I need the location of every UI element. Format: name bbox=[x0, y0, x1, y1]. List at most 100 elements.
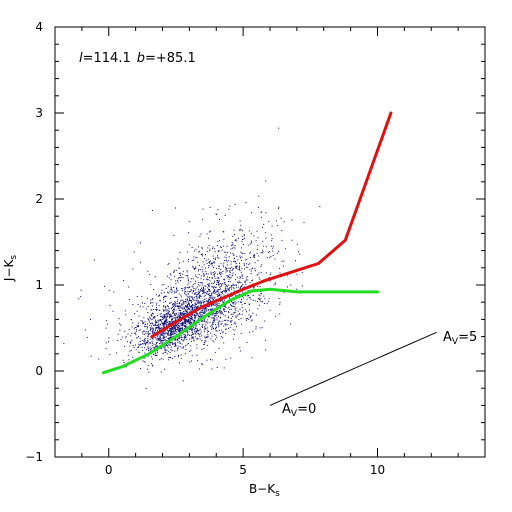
data-point bbox=[150, 327, 152, 329]
data-point bbox=[175, 302, 176, 304]
data-point bbox=[175, 280, 177, 282]
data-point bbox=[188, 331, 190, 333]
data-point bbox=[199, 302, 201, 304]
data-point bbox=[177, 327, 179, 329]
data-point bbox=[214, 292, 216, 294]
data-point bbox=[198, 294, 200, 296]
data-point bbox=[169, 334, 171, 336]
data-point bbox=[198, 316, 200, 317]
data-point bbox=[194, 324, 196, 326]
data-point bbox=[250, 233, 252, 235]
data-point bbox=[270, 255, 272, 257]
data-point bbox=[152, 365, 154, 367]
data-point bbox=[182, 314, 184, 316]
data-point bbox=[170, 289, 172, 291]
data-point bbox=[186, 307, 188, 309]
data-point bbox=[191, 302, 192, 304]
data-point bbox=[296, 243, 298, 245]
data-point bbox=[187, 251, 189, 253]
data-point bbox=[177, 338, 179, 340]
data-point bbox=[208, 305, 210, 307]
data-point bbox=[182, 288, 184, 290]
data-point bbox=[161, 320, 163, 322]
data-point bbox=[217, 255, 218, 257]
data-point bbox=[196, 331, 198, 333]
data-point bbox=[207, 247, 209, 249]
data-point bbox=[164, 332, 166, 334]
data-point bbox=[162, 331, 164, 333]
data-point bbox=[185, 334, 187, 336]
data-point bbox=[224, 291, 226, 293]
data-point bbox=[216, 277, 218, 279]
data-point bbox=[190, 307, 192, 309]
data-point bbox=[178, 356, 179, 358]
data-point bbox=[301, 285, 303, 287]
data-point bbox=[228, 312, 230, 314]
data-point bbox=[164, 345, 166, 347]
data-point bbox=[163, 297, 165, 299]
data-point bbox=[215, 338, 217, 340]
data-point bbox=[243, 297, 245, 299]
data-point bbox=[155, 355, 157, 356]
data-point bbox=[257, 237, 259, 239]
data-point bbox=[176, 323, 178, 325]
data-point bbox=[141, 347, 143, 348]
data-point bbox=[163, 299, 165, 301]
data-point bbox=[202, 314, 204, 316]
data-point bbox=[220, 300, 222, 302]
data-point bbox=[166, 314, 168, 315]
data-point bbox=[193, 329, 195, 331]
data-point bbox=[190, 328, 192, 330]
data-point bbox=[258, 277, 260, 279]
data-point bbox=[213, 317, 215, 319]
data-point bbox=[229, 320, 231, 322]
data-point bbox=[191, 308, 193, 310]
data-point bbox=[172, 333, 174, 335]
data-point bbox=[211, 277, 213, 279]
data-point bbox=[173, 315, 175, 316]
data-point bbox=[174, 329, 176, 330]
data-point bbox=[220, 308, 222, 310]
data-point bbox=[222, 292, 223, 294]
data-point bbox=[181, 273, 183, 275]
data-point bbox=[217, 280, 219, 282]
data-point bbox=[199, 329, 201, 331]
data-point bbox=[98, 358, 100, 360]
data-point bbox=[144, 303, 146, 304]
data-point bbox=[230, 292, 232, 294]
data-point bbox=[239, 312, 241, 314]
data-point bbox=[180, 299, 182, 301]
data-point bbox=[210, 296, 212, 298]
data-point bbox=[278, 298, 280, 300]
data-point bbox=[204, 301, 206, 303]
data-point bbox=[197, 314, 199, 316]
data-point bbox=[247, 318, 249, 319]
data-point bbox=[157, 314, 158, 316]
data-point bbox=[146, 368, 148, 370]
data-point bbox=[189, 305, 191, 307]
data-point bbox=[184, 293, 186, 295]
data-point bbox=[180, 307, 182, 309]
data-point bbox=[142, 306, 144, 308]
data-point bbox=[147, 347, 149, 349]
data-point bbox=[200, 311, 202, 313]
data-point bbox=[174, 342, 176, 344]
av-end-label: AV=5 bbox=[443, 330, 477, 347]
data-point bbox=[171, 291, 173, 293]
data-point bbox=[211, 328, 213, 330]
data-point bbox=[220, 246, 222, 248]
data-point bbox=[187, 287, 189, 289]
data-point bbox=[236, 276, 238, 278]
data-point bbox=[245, 266, 247, 268]
data-point bbox=[156, 339, 158, 341]
data-point bbox=[228, 208, 230, 210]
data-point bbox=[178, 302, 180, 303]
data-point bbox=[215, 313, 216, 315]
data-point bbox=[152, 302, 154, 304]
data-point bbox=[218, 267, 220, 269]
data-point bbox=[187, 299, 188, 301]
data-point bbox=[242, 291, 243, 293]
data-point bbox=[175, 269, 177, 271]
data-point bbox=[189, 329, 191, 330]
